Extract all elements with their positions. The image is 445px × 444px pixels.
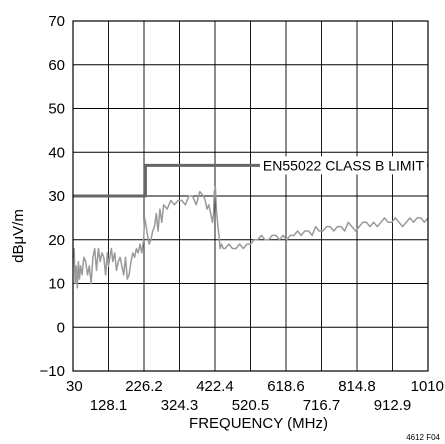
x-tick-label: 422.4 (196, 378, 234, 395)
x-tick-labels-lower: 128.1 324.3 520.5 716.7 912.9 (90, 397, 412, 414)
x-axis-label: FREQUENCY (MHz) (189, 415, 328, 432)
x-tick-label: 324.3 (161, 397, 199, 414)
y-tick-label: 60 (48, 57, 65, 74)
chart-grid (73, 21, 428, 371)
y-tick-label: 10 (48, 276, 65, 293)
x-tick-labels-upper: 30 226.2 422.4 618.6 814.8 1010 (66, 378, 444, 395)
y-tick-label: 30 (48, 188, 65, 205)
y-tick-label: −10 (40, 363, 65, 380)
y-tick-labels: 70 60 50 40 30 20 10 0 −10 (40, 13, 65, 380)
y-tick-label: 70 (48, 13, 65, 30)
x-tick-label: 618.6 (267, 378, 305, 395)
y-tick-label: 20 (48, 232, 65, 249)
x-tick-label: 30 (66, 378, 83, 395)
x-tick-label: 520.5 (232, 397, 270, 414)
figure-id: 4612 F04 (406, 433, 440, 442)
x-tick-label: 226.2 (125, 378, 163, 395)
limit-annotation: EN55022 CLASS B LIMIT (263, 157, 425, 173)
x-tick-label: 128.1 (90, 397, 128, 414)
plot-frame (72, 20, 429, 372)
y-axis-label: dBμV/m (10, 209, 27, 263)
measurement-trace (72, 186, 429, 289)
x-tick-label: 912.9 (374, 397, 412, 414)
annotation-background (259, 156, 427, 175)
y-tick-label: 40 (48, 144, 65, 161)
y-tick-label: 0 (57, 319, 65, 336)
x-tick-label: 1010 (411, 378, 444, 395)
y-tick-label: 50 (48, 101, 65, 118)
x-tick-label: 716.7 (303, 397, 341, 414)
x-tick-label: 814.8 (338, 378, 376, 395)
